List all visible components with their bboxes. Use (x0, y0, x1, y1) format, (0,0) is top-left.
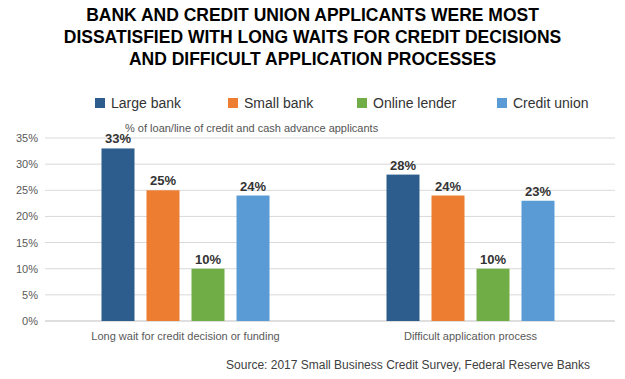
y-tick-label: 30% (16, 158, 38, 170)
y-tick-label: 10% (16, 263, 38, 275)
y-tick-label: 25% (16, 184, 38, 196)
y-tick-label: 5% (22, 289, 38, 301)
data-label: 25% (150, 173, 176, 188)
bar (192, 269, 225, 321)
bar (147, 190, 180, 321)
chart: Large bank Small bank Online lender Credit … (0, 0, 625, 379)
data-label: 24% (435, 179, 461, 194)
bar (477, 269, 510, 321)
data-label: 33% (105, 131, 131, 146)
legend-swatch (228, 98, 238, 108)
bar (102, 148, 135, 321)
data-label: 23% (525, 184, 551, 199)
bars (102, 148, 555, 321)
source: Source: 2017 Small Business Credit Surve… (226, 358, 590, 372)
y-tick-label: 20% (16, 210, 38, 222)
data-label: 24% (240, 179, 266, 194)
y-tick-label: 15% (16, 237, 38, 249)
legend-label: Small bank (244, 95, 314, 111)
x-tick-label: Long wait for credit decision or funding (91, 330, 279, 342)
legend-swatch (357, 98, 367, 108)
bar (387, 175, 420, 321)
legend-label: Credit union (513, 95, 589, 111)
data-label: 10% (480, 252, 506, 267)
bar (522, 201, 555, 321)
legend-swatch (95, 98, 105, 108)
legend-label: Large bank (111, 95, 182, 111)
y-tick-label: 35% (16, 132, 38, 144)
legend-swatch (497, 98, 507, 108)
y-tick-label: 0% (22, 315, 38, 327)
legend-label: Online lender (373, 95, 457, 111)
data-label: 10% (195, 252, 221, 267)
bar (432, 196, 465, 321)
title: BANK AND CREDIT UNION APPLICANTS WERE MO… (60, 4, 565, 70)
bar (237, 196, 270, 321)
x-tick-label: Difficult application process (404, 330, 538, 342)
subtitle: % of loan/line of credit and cash advanc… (125, 122, 379, 134)
data-label: 28% (390, 158, 416, 173)
